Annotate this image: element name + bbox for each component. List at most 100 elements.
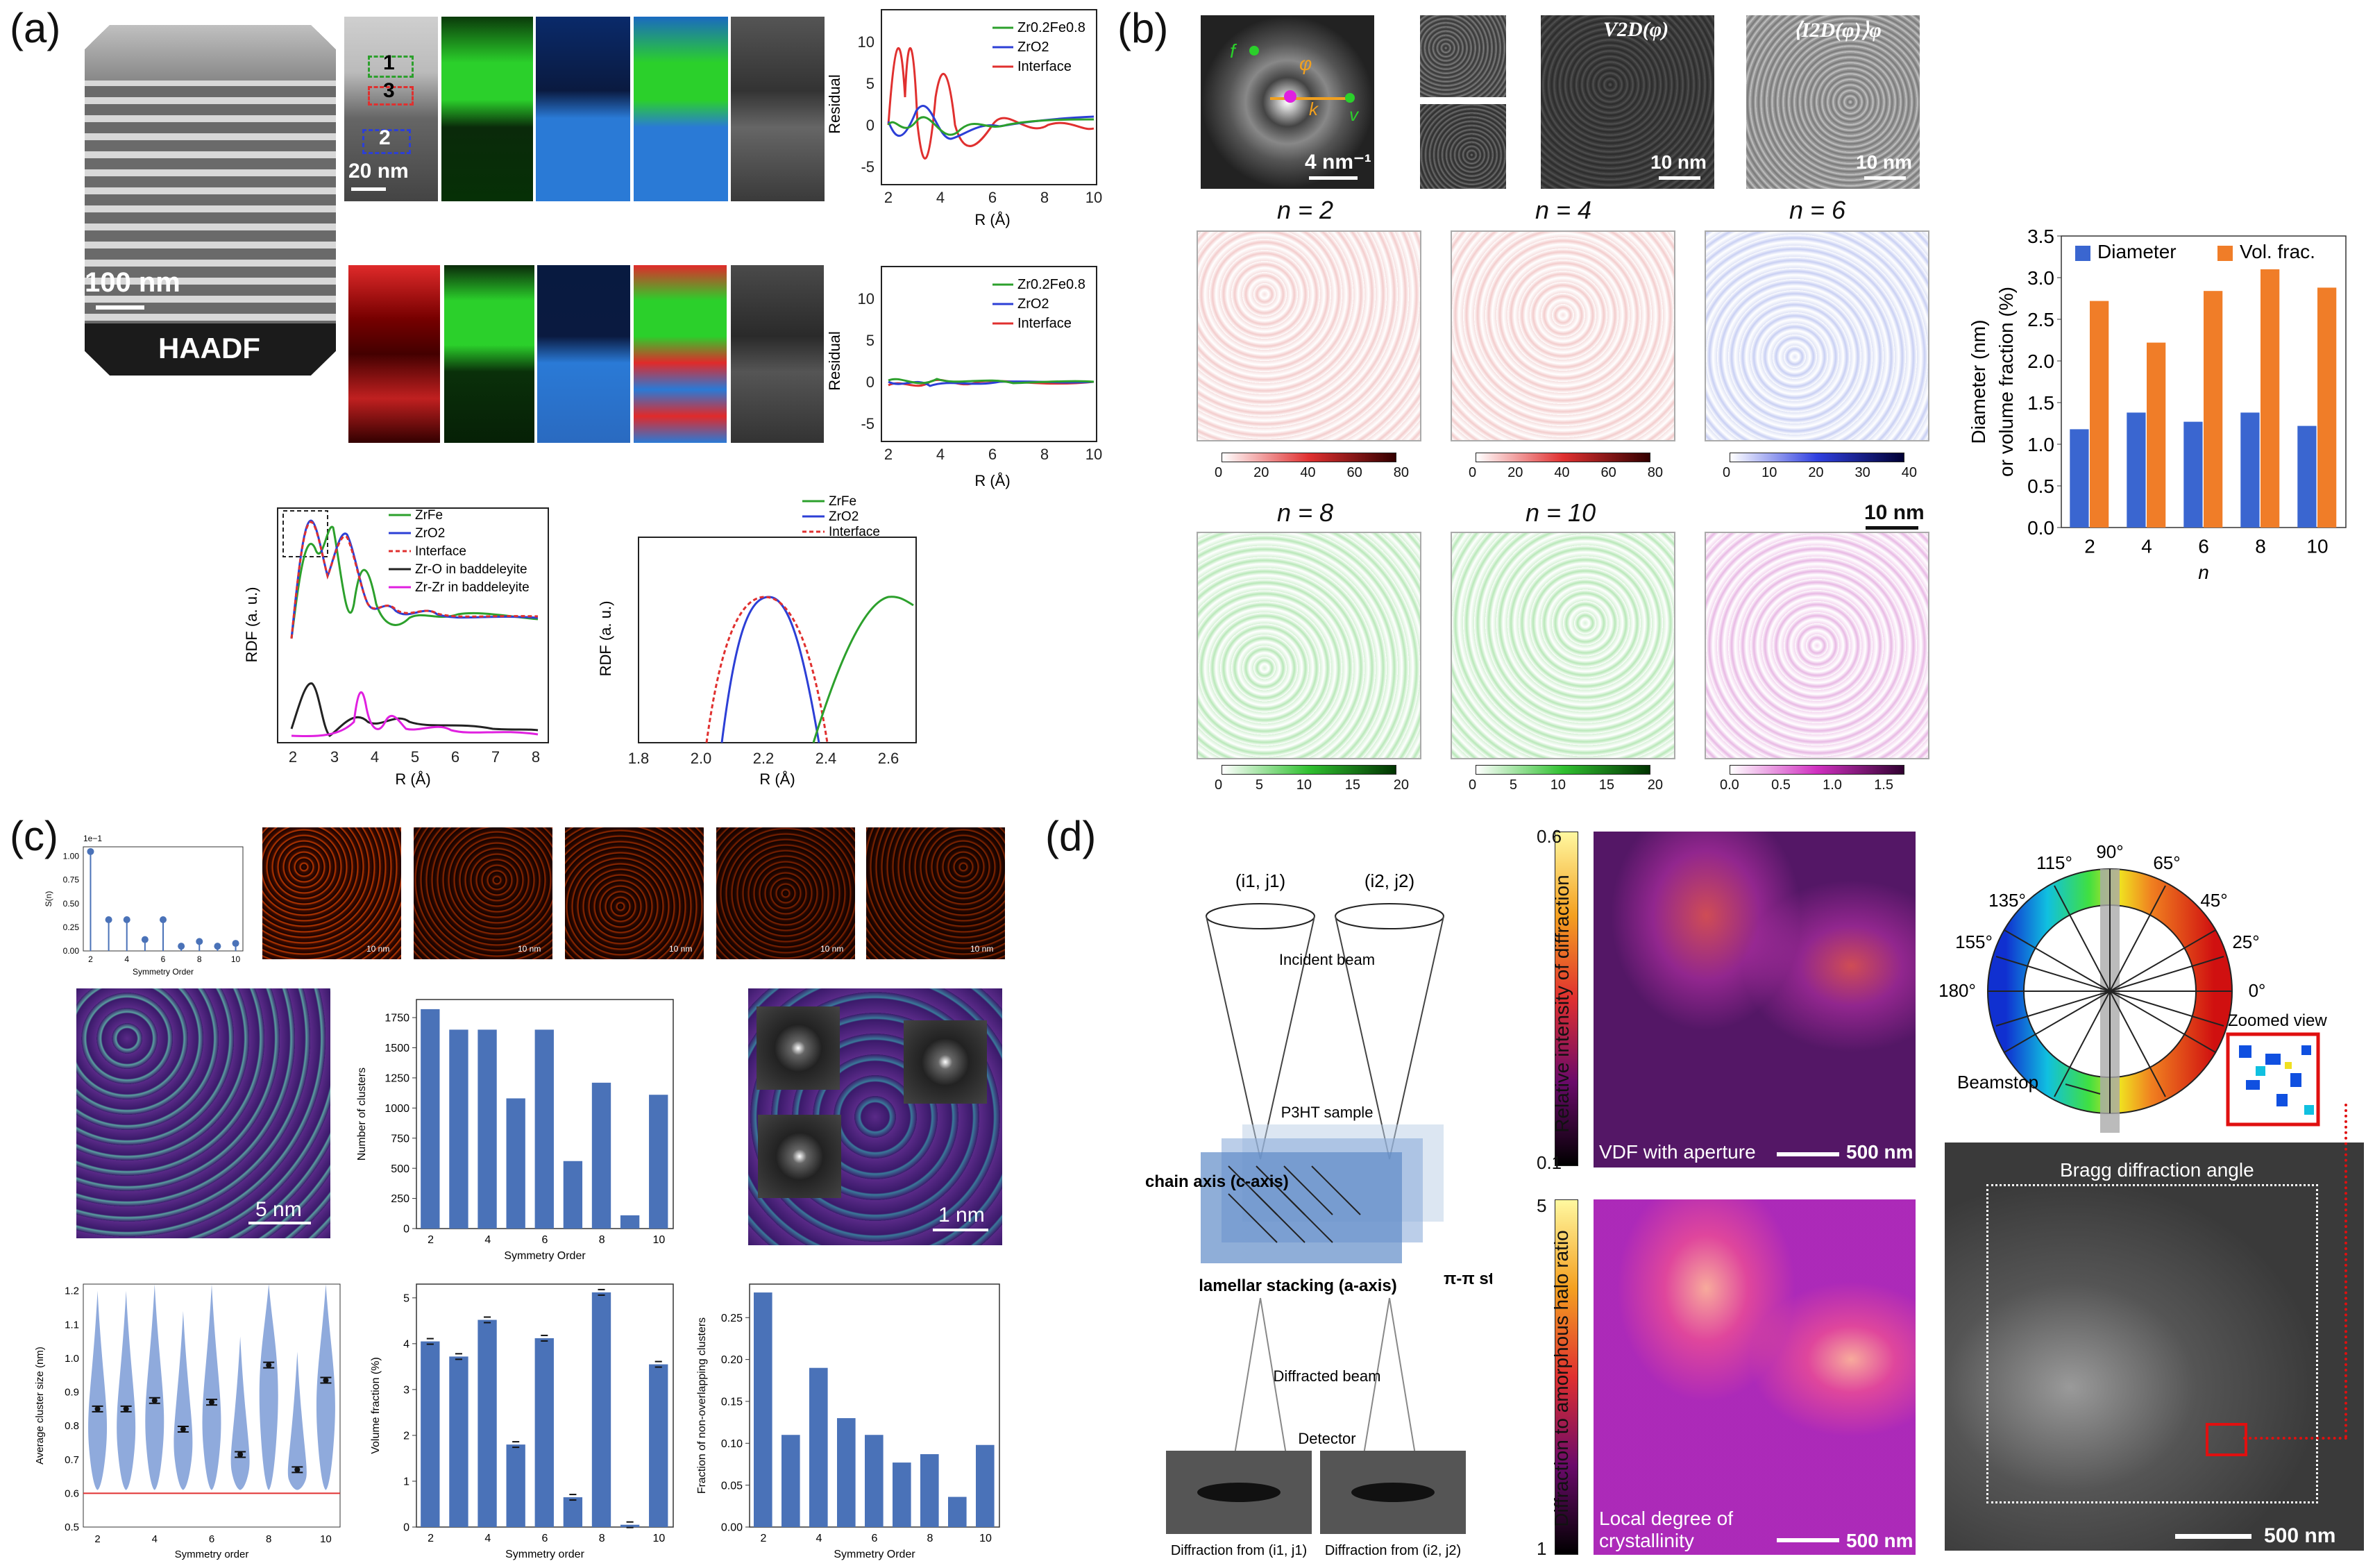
ytick-label: 5: [403, 1292, 409, 1304]
bar: [893, 1462, 911, 1527]
colorbar-tick: 15: [1598, 777, 1614, 793]
xtick-label: 2: [94, 1533, 100, 1545]
residual-top-xlabel: R (Å): [974, 211, 1010, 228]
ytick-label: 0.8: [65, 1420, 79, 1432]
violin-shape: [230, 1336, 250, 1490]
angle-label-25: 25°: [2232, 931, 2259, 952]
eds-map-zro2-2: [537, 265, 630, 443]
rdf-right-xtick: 1.8: [628, 750, 650, 767]
diffraction-2-label: Diffraction from (i2, j2): [1325, 1543, 1461, 1558]
symmetry-map-n6: [1705, 230, 1929, 441]
diffraction-1-label: Diffraction from (i1, j1): [1171, 1543, 1307, 1558]
bar: [2127, 412, 2146, 528]
colorbar-tick: 20: [1393, 777, 1409, 793]
panel-label-c: (c): [10, 813, 58, 859]
colorbar-sum-ticks: 0.0 0.5 1.0 1.5: [1720, 777, 1893, 793]
map-title-n4: n = 4: [1535, 196, 1592, 224]
rdf-left-xtick: 5: [411, 748, 419, 766]
violin-shape: [145, 1284, 164, 1490]
bar: [2090, 301, 2109, 528]
region-label-1: 1: [383, 51, 395, 74]
fft-dot-f: [1249, 46, 1259, 56]
ytick-label: 0.15: [721, 1397, 743, 1408]
number-of-clusters-chart: 0 250 500 750 1000 1250 1500 1750 2 4 6 8 10 Symmetry…: [356, 999, 674, 1262]
ytick-label: 0.6: [65, 1487, 79, 1499]
ytick-label: 1500: [385, 1043, 409, 1054]
xtick-label: 6: [542, 1533, 548, 1544]
haadf-scalebar-label: 100 nm: [85, 267, 180, 298]
panel-label-a: (a): [10, 5, 61, 51]
ytick-label: 0.00: [721, 1522, 743, 1534]
xtick-label: 10: [979, 1533, 992, 1544]
fft-label-f: f: [1230, 40, 1235, 62]
eds-map-fe-2: [348, 265, 440, 443]
sample-label: P3HT sample: [1281, 1104, 1374, 1121]
bar: [534, 1338, 554, 1527]
rdf-left-xtick: 3: [330, 748, 339, 766]
symmetry-map-n10: [1451, 532, 1675, 759]
legend-label: Diameter: [2097, 241, 2177, 262]
y-axis-label: Fraction of non-overlapping clusters: [696, 1317, 708, 1494]
stem-marker: [141, 936, 149, 943]
bar: [649, 1095, 668, 1229]
colorbar-n10-ticks: 0 5 10 15 20: [1469, 777, 1663, 793]
residual-top-yticks: 10 5 0 -5: [858, 33, 874, 176]
bar: [920, 1454, 939, 1527]
bragg-roi-box: [1986, 1184, 2318, 1503]
residual-bottom-xtick: 10: [1085, 446, 1102, 463]
stem-crop-image: [344, 17, 438, 201]
ytick-label: 1250: [385, 1072, 409, 1084]
colorbar-n6: [1730, 453, 1904, 462]
ytick-label: 750: [391, 1133, 409, 1145]
fft-label-k: k: [1309, 99, 1318, 119]
residual-top-ytick: 5: [866, 75, 874, 92]
fft-scalebar: [1309, 176, 1358, 180]
ytick-label: 0.25: [721, 1313, 743, 1324]
ldc-scalebar-label: 500 nm: [1846, 1530, 1913, 1551]
maps-scalebar: [1866, 526, 1918, 530]
bar: [449, 1029, 468, 1229]
cluster-scalebar-label: 5 nm: [255, 1198, 302, 1221]
residual-top-ylabel: Residual: [826, 74, 843, 134]
bar: [2297, 425, 2317, 528]
colorbar-tick: 30: [1854, 465, 1870, 480]
xtick-label: 6: [2198, 535, 2209, 557]
colorbar-tick: 1.0: [1823, 777, 1842, 793]
bar: [478, 1029, 497, 1229]
xtick-label: 8: [599, 1234, 605, 1246]
mean-marker: [94, 1406, 101, 1412]
panel-label-b: (b): [1117, 5, 1169, 51]
residual-top-xtick: 8: [1040, 189, 1049, 206]
residual-bottom-xtick: 2: [884, 446, 893, 463]
v2d-scalebar: [1659, 176, 1700, 180]
rdf-right-legend-zro2: ZrO2: [829, 509, 859, 524]
cluster-zoom-scalebar: [933, 1229, 988, 1231]
ytick-label: 1.0: [2027, 434, 2054, 455]
bar: [2261, 269, 2280, 528]
bragg-scalebar-label: 500 nm: [2264, 1524, 2336, 1547]
rdf-right-xtick: 2.0: [691, 750, 712, 767]
bar: [948, 1497, 967, 1527]
ytick-label: 2.0: [2027, 351, 2054, 372]
residual-top-xtick: 10: [1085, 189, 1102, 206]
angle-label-135: 135°: [1988, 890, 2026, 911]
colorbar-tick: 0.0: [1720, 777, 1739, 793]
rdf-left-legend-zro: Zr-O in baddeleyite: [415, 562, 527, 577]
fft-dot-center: [1284, 90, 1296, 103]
symmetry-map-c-5: [866, 827, 1005, 959]
pipi-label: π-π stacking (b-axis): [1444, 1270, 1492, 1288]
haadf-label: HAADF: [158, 332, 260, 364]
beamstop-label: Beamstop: [1957, 1072, 2038, 1093]
y-axis-label: Volume fraction (%): [370, 1357, 382, 1454]
fft-dot-v: [1345, 93, 1355, 103]
colorbar-tick: 40: [1554, 465, 1570, 480]
ldc-colorbar-bottom: 1: [1537, 1538, 1547, 1559]
residual-bottom-xlabel: R (Å): [974, 472, 1010, 489]
region-box-2: [362, 129, 411, 154]
violin-shape: [287, 1351, 307, 1490]
symmetry-map-c-4: [716, 827, 855, 959]
v2d-map: [1541, 15, 1714, 189]
xtick-label: 4: [2141, 535, 2152, 557]
xtick-label: 4: [152, 1533, 158, 1545]
xtick-label: 10: [653, 1533, 666, 1544]
